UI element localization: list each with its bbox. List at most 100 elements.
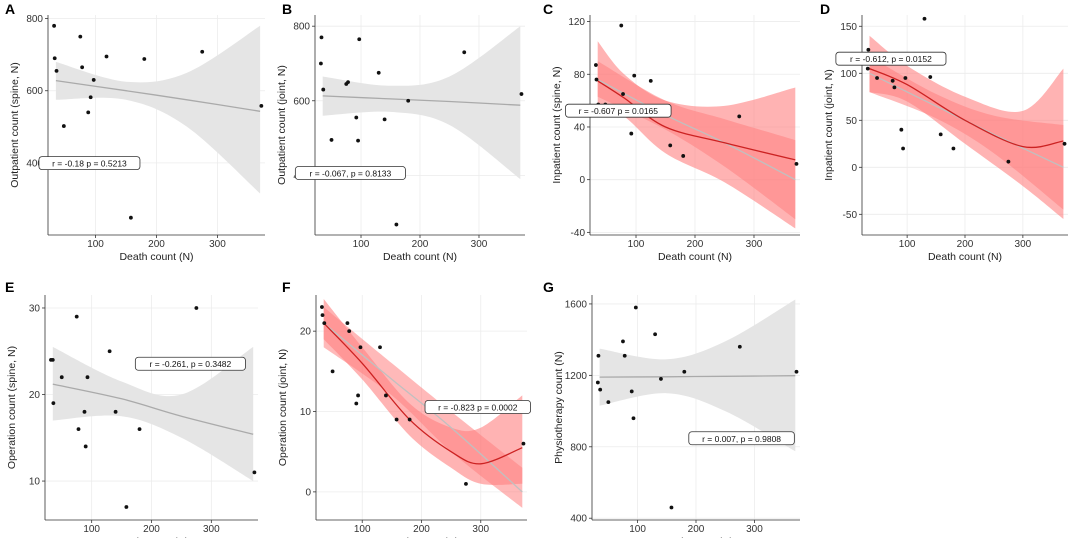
data-point — [91, 78, 96, 82]
data-point — [128, 215, 133, 220]
data-point — [875, 76, 879, 80]
data-point — [51, 401, 56, 406]
data-point — [356, 393, 360, 398]
data-point — [378, 345, 382, 350]
data-point — [137, 427, 142, 432]
fit-line-loess — [869, 68, 1064, 149]
data-point — [593, 63, 598, 67]
data-point — [354, 115, 359, 120]
data-point — [521, 441, 526, 446]
data-point — [50, 358, 55, 362]
plot-area — [52, 23, 264, 220]
x-tick-label: 100 — [899, 239, 916, 250]
data-point — [794, 161, 799, 166]
x-tick-label: 100 — [353, 239, 370, 250]
data-point — [922, 16, 927, 21]
x-tick-label: 200 — [148, 239, 165, 250]
y-axis-label: Outpatient count (joint, N) — [276, 65, 288, 185]
data-point — [200, 49, 205, 54]
plot-area — [865, 16, 1067, 220]
plot-area — [318, 26, 524, 227]
data-point — [737, 344, 742, 349]
x-tick-label: 300 — [746, 524, 763, 535]
data-point — [318, 61, 323, 66]
data-point — [1006, 159, 1011, 164]
stats-annotation-box — [835, 51, 947, 66]
x-tick-label: 100 — [83, 524, 100, 535]
x-tick-label: 200 — [412, 239, 429, 250]
data-point — [737, 114, 742, 119]
data-point — [54, 69, 59, 73]
data-point — [669, 505, 674, 510]
data-point — [653, 332, 658, 337]
y-tick-label: 10 — [29, 477, 41, 488]
data-point — [113, 409, 118, 414]
y-tick-label: 1200 — [565, 371, 588, 382]
data-point — [890, 78, 895, 83]
fit-line-loess — [597, 80, 796, 161]
panel-a: 100 200 300 400 600 800 Death count (N) Outpati… — [5, 1, 265, 263]
x-axis-label: Death count (N) — [659, 536, 733, 538]
data-point — [356, 138, 360, 143]
x-tick-label: 200 — [687, 239, 704, 250]
y-tick-label: 600 — [26, 86, 43, 97]
data-point — [74, 314, 79, 319]
data-point — [85, 375, 90, 380]
data-point — [519, 92, 524, 96]
confidence-band-loess — [323, 299, 523, 485]
stats-annotation-box — [294, 166, 406, 180]
data-point — [52, 23, 56, 28]
data-point — [346, 80, 350, 85]
data-point — [104, 54, 109, 59]
y-axis-label: Physiotherapy count (N) — [553, 351, 565, 464]
data-point — [252, 470, 257, 475]
y-tick-label: 400 — [570, 514, 587, 525]
x-axis-label: Death count (N) — [928, 251, 1002, 263]
plot-area — [49, 306, 257, 509]
data-point — [347, 329, 352, 334]
x-axis-label: Death count (N) — [658, 251, 732, 263]
stats-annotation: r = -0.823 p = 0.0002 — [438, 403, 518, 413]
data-point — [59, 375, 64, 380]
data-point — [330, 369, 335, 374]
data-point — [596, 353, 601, 358]
data-point — [82, 409, 87, 414]
data-point — [622, 353, 627, 358]
y-axis-label: Inpatient count (joint, N) — [823, 69, 835, 180]
data-point — [407, 417, 412, 422]
data-point — [382, 117, 387, 122]
y-tick-label: 100 — [840, 69, 857, 80]
panel-c: 100 200 300 -40 0 40 80 120 Death count (N) Inpat… — [543, 1, 800, 263]
panel-d: 100 200 300 -50 0 50 100 150 Death count (N) Inpa… — [820, 1, 1068, 263]
stats-annotation-box — [565, 103, 672, 118]
x-axis-label: Death count (N) — [384, 536, 458, 538]
data-point — [124, 505, 129, 509]
data-point — [903, 76, 908, 80]
panel-g: 100 200 300 400 800 1200 1600 Death count (N) Ph… — [543, 279, 800, 538]
data-point — [631, 416, 636, 421]
x-tick-label: 100 — [628, 239, 645, 250]
data-point — [142, 57, 147, 61]
data-point — [464, 481, 468, 486]
x-tick-label: 300 — [471, 239, 488, 250]
panel-label: E — [5, 279, 14, 295]
data-point — [52, 56, 57, 61]
data-point — [595, 380, 600, 385]
x-tick-label: 300 — [746, 239, 763, 250]
y-tick-label: 40 — [574, 122, 586, 133]
stats-annotation-box — [38, 156, 141, 170]
data-point — [319, 35, 324, 40]
stats-annotation: r = -0.261, p = 0.3482 — [150, 359, 232, 369]
panel-label: F — [282, 279, 291, 295]
data-point — [376, 70, 381, 75]
fit-line-linear — [323, 322, 523, 493]
data-point — [320, 313, 325, 317]
y-tick-label: 20 — [29, 390, 41, 401]
fit-line-linear — [599, 375, 796, 378]
data-point — [629, 389, 634, 394]
data-point — [83, 444, 88, 449]
data-point — [633, 305, 638, 310]
x-axis-label: Death count (N) — [119, 251, 193, 263]
